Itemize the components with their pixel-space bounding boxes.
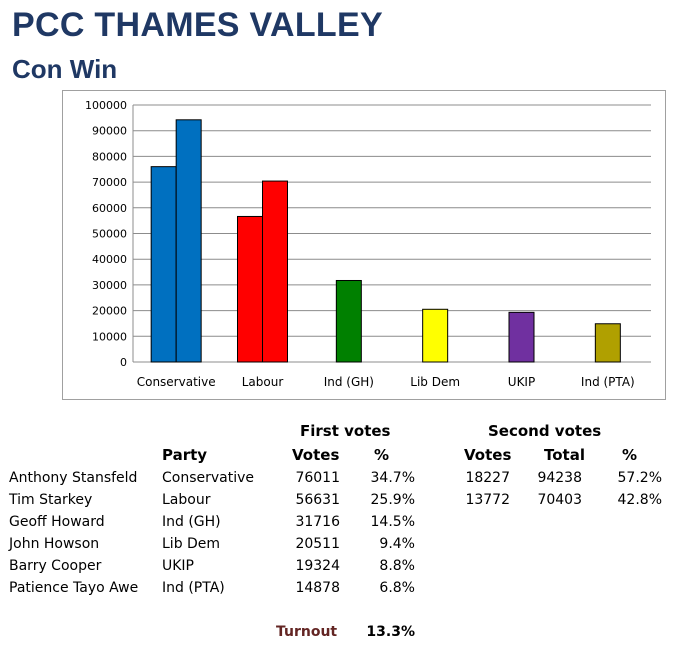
total-value: 94238 — [537, 470, 582, 486]
page-title: PCC THAMES VALLEY — [12, 6, 383, 44]
second-pct-column-header: % — [622, 446, 638, 464]
candidate-party: UKIP — [162, 558, 194, 574]
bar-chart: 0 10000 20000 30000 40000 50000 60000 70000 8000… — [85, 99, 651, 389]
y-tick-label: 0 — [120, 356, 127, 369]
bar — [150, 166, 177, 363]
candidate-name: Anthony Stansfeld — [9, 470, 138, 486]
second-pct-value: 57.2% — [617, 470, 662, 486]
bar — [422, 308, 449, 363]
bar — [508, 311, 535, 363]
first-votes-value: 20511 — [295, 536, 340, 552]
second-votes-column-header: Votes — [464, 446, 512, 464]
total-value: 70403 — [537, 492, 582, 508]
candidate-party: Lib Dem — [162, 536, 221, 552]
candidate-party: Ind (GH) — [162, 514, 221, 530]
pct-column-header: % — [374, 446, 390, 464]
y-tick-label: 40000 — [92, 253, 127, 266]
bar — [175, 119, 202, 363]
x-tick-label: Lib Dem — [410, 375, 460, 389]
y-tick-label: 10000 — [92, 330, 127, 343]
bar — [262, 180, 288, 363]
turnout-label: Turnout — [276, 624, 338, 640]
y-tick-label: 80000 — [92, 150, 127, 163]
second-votes-header: Second votes — [488, 422, 602, 440]
second-votes-value: 18227 — [465, 470, 510, 486]
y-tick-label: 100000 — [85, 99, 127, 112]
x-tick-label: Labour — [242, 375, 284, 389]
candidate-party: Labour — [162, 492, 211, 508]
turnout-value: 13.3% — [366, 624, 415, 640]
first-pct-value: 14.5% — [370, 514, 415, 530]
second-pct-value: 42.8% — [617, 492, 662, 508]
candidate-name: Geoff Howard — [9, 514, 105, 530]
first-pct-value: 34.7% — [370, 470, 415, 486]
candidate-party: Ind (PTA) — [162, 580, 225, 596]
y-tick-label: 90000 — [92, 125, 127, 138]
candidate-party: Conservative — [162, 470, 255, 486]
page-subtitle: Con Win — [12, 54, 118, 84]
votes-column-header: Votes — [292, 446, 340, 464]
bar — [594, 323, 621, 363]
y-tick-label: 30000 — [92, 279, 127, 292]
first-pct-value: 9.4% — [379, 536, 415, 552]
bar — [335, 279, 362, 363]
bar — [237, 215, 263, 363]
party-column-header: Party — [162, 446, 208, 464]
candidate-name: John Howson — [9, 536, 100, 552]
candidate-name: Patience Tayo Awe — [9, 580, 139, 596]
total-column-header: Total — [544, 446, 585, 464]
second-votes-value: 13772 — [465, 492, 510, 508]
first-pct-value: 6.8% — [379, 580, 415, 596]
y-tick-label: 60000 — [92, 202, 127, 215]
y-tick-label: 70000 — [92, 176, 127, 189]
x-tick-label: Conservative — [137, 375, 216, 389]
candidate-name: Barry Cooper — [9, 558, 102, 574]
first-votes-value: 56631 — [295, 492, 340, 508]
first-votes-value: 14878 — [295, 580, 340, 596]
first-votes-header: First votes — [300, 422, 391, 440]
candidate-name: Tim Starkey — [9, 492, 93, 508]
first-pct-value: 25.9% — [370, 492, 415, 508]
first-pct-value: 8.8% — [379, 558, 415, 574]
x-tick-label: UKIP — [508, 375, 535, 389]
x-tick-label: Ind (GH) — [324, 375, 374, 389]
first-votes-value: 76011 — [295, 470, 340, 486]
chart-area: 0 10000 20000 30000 40000 50000 60000 70000 8000… — [62, 90, 666, 400]
first-votes-value: 31716 — [295, 514, 340, 530]
first-votes-value: 19324 — [295, 558, 340, 574]
y-tick-label: 20000 — [92, 305, 127, 318]
x-tick-label: Ind (PTA) — [581, 375, 635, 389]
y-tick-label: 50000 — [92, 228, 127, 241]
